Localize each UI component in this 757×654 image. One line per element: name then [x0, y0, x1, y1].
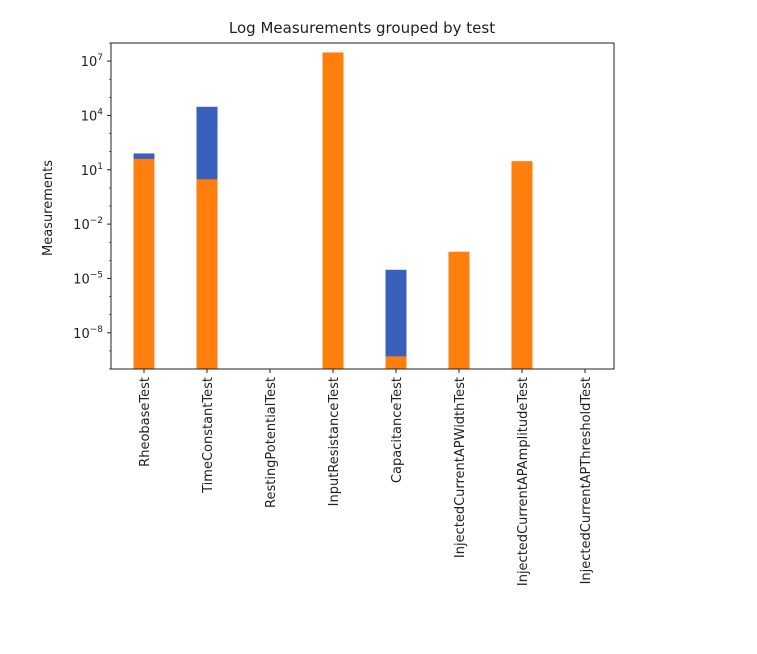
bars-layer — [134, 52, 533, 369]
y-tick-exponent: −8 — [90, 325, 104, 335]
bar-series-orange-6 — [512, 161, 533, 369]
x-tick-label-5: InjectedCurrentAPWidthTest — [453, 377, 468, 558]
bar-series-orange-4 — [386, 356, 407, 369]
y-tick-label: 107 — [81, 53, 103, 70]
bar-series-orange-5 — [449, 252, 470, 369]
x-tick-label-4: CapacitanceTest — [390, 377, 405, 483]
y-tick-exponent: 4 — [97, 107, 103, 117]
x-tick-label-7: InjectedCurrentAPThresholdTest — [579, 377, 594, 584]
y-tick-label: 10−8 — [73, 325, 103, 342]
y-axis-label: Measurements — [41, 160, 56, 256]
y-tick-label: 101 — [81, 162, 103, 179]
plot-frame — [111, 43, 614, 369]
y-tick-exponent: 1 — [97, 162, 103, 172]
bar-series-orange-0 — [134, 159, 155, 369]
x-tick-label-3: InputResistanceTest — [327, 377, 342, 506]
bar-series-orange-3 — [323, 52, 344, 369]
bar-series-blue-4 — [386, 270, 407, 369]
chart-title: Log Measurements grouped by test — [229, 19, 495, 37]
y-tick-exponent: 7 — [97, 53, 103, 63]
y-tick-label: 10−2 — [73, 216, 103, 233]
x-tick-label-6: InjectedCurrentAPAmplitudeTest — [516, 377, 531, 586]
x-tick-label-0: RheobaseTest — [138, 377, 153, 467]
y-tick-exponent: −2 — [90, 216, 103, 226]
y-tick-label: 104 — [81, 107, 104, 124]
x-tick-label-1: TimeConstantTest — [201, 377, 216, 494]
y-tick-label: 10−5 — [73, 270, 103, 287]
y-tick-exponent: −5 — [90, 270, 103, 280]
bar-series-orange-1 — [197, 179, 218, 369]
x-tick-label-2: RestingPotentialTest — [264, 377, 279, 508]
